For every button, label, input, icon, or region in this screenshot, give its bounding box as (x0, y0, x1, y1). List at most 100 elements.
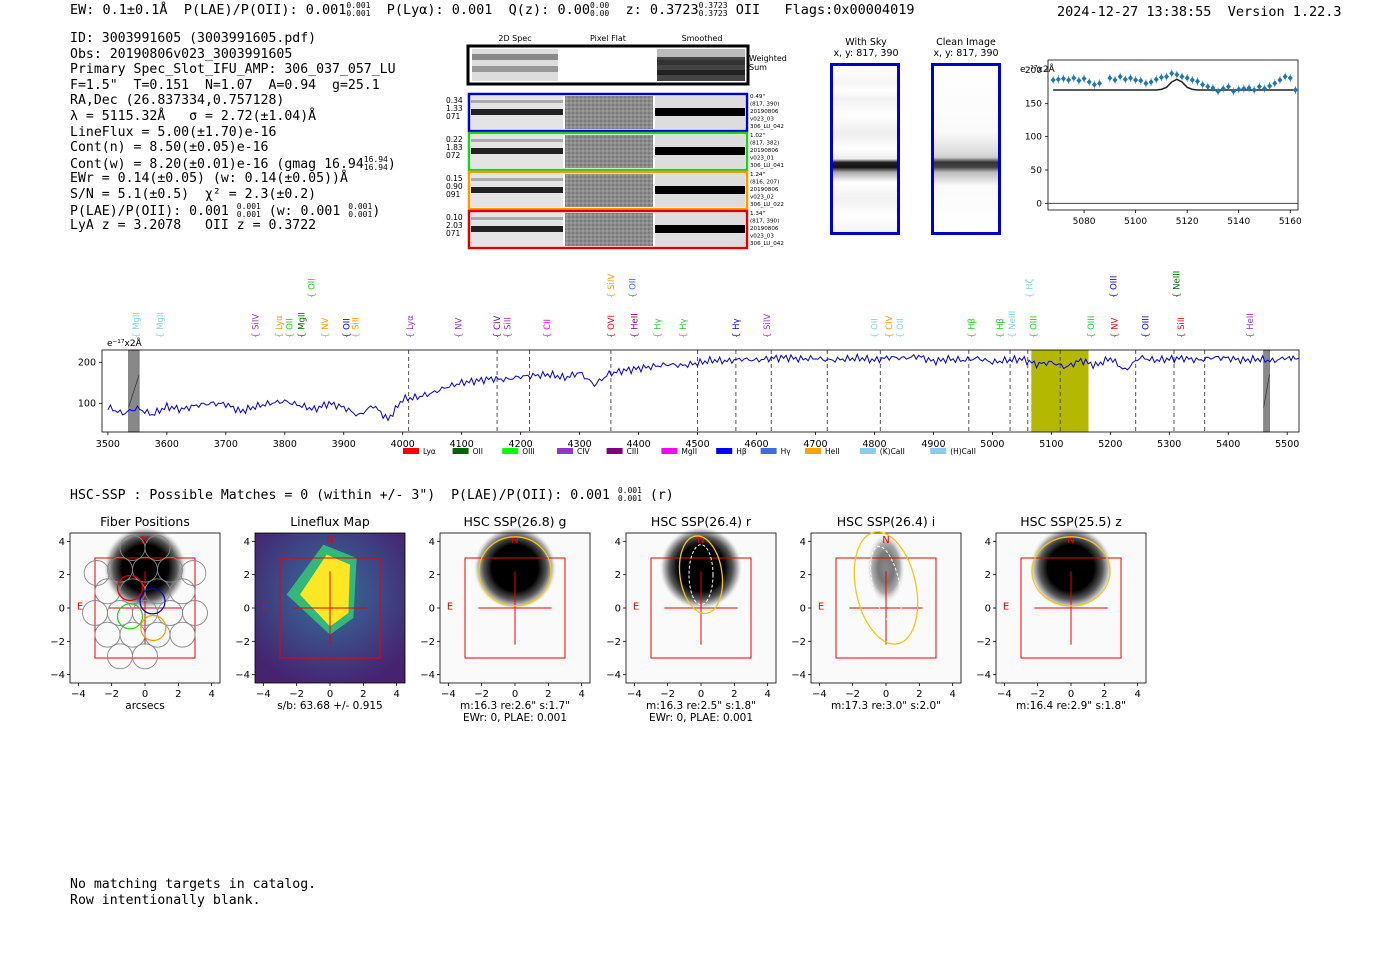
line-id-label: { NV (455, 318, 465, 338)
full-spec-xtick-label: 5000 (980, 439, 1004, 450)
hsc-xtick-label: −4 (441, 689, 456, 700)
line-fit-point (1112, 77, 1118, 83)
hsc-ytick-label: 0 (800, 604, 806, 615)
line-id-text: { OII (896, 318, 906, 338)
info-plae: P(LAE)/P(OII): 0.001 0.001 0.001 (w: 0.00… (70, 202, 396, 219)
line-fit-point (1184, 75, 1190, 81)
fiber-circle-highlight (116, 574, 144, 602)
line-id-label: { NeIII (1172, 271, 1182, 298)
hsc-xtick-label: 4 (764, 689, 770, 700)
hsc-panel-title: HSC SSP(26.8) g (464, 514, 567, 529)
line-fit-point (1133, 77, 1139, 83)
line-id-text: { OII (307, 278, 317, 298)
fiber-circle (157, 556, 183, 583)
line-id-text: { NV (1110, 318, 1120, 338)
line-id-text: { OIII (1142, 316, 1152, 338)
line-fit-point (1174, 71, 1180, 78)
line-fit-point (1169, 70, 1175, 77)
fiber-circle (180, 560, 207, 586)
legend-swatch (760, 448, 777, 454)
info-plae-text: P(LAE)/P(OII): 0.001 (70, 203, 229, 219)
hsc-ytick-label: 2 (244, 570, 250, 581)
hsc-xtick-label: 2 (175, 689, 181, 700)
cutout-2dspec-sky (471, 100, 563, 103)
info-lambda: λ = 5115.32Å σ = 2.72(±1.04)Å (70, 108, 317, 124)
legend-item: CIV (557, 447, 590, 456)
hsc-xtick-label: −2 (660, 689, 675, 700)
hsc-ytick-label: −2 (791, 637, 806, 648)
header-z-sup: 0.3723 (698, 1, 728, 10)
legend-label: Lyα (423, 447, 436, 456)
info-lya-z: LyA z = 3.2078 OII z = 0.3722 (70, 218, 317, 234)
cutout-left-label: 071 (446, 112, 461, 121)
cutout-2dspec-trace (471, 226, 563, 232)
header-plya: P(Lyα): 0.001 (386, 2, 493, 18)
full-spec-ylabel: e⁻¹⁷x2Å (107, 337, 143, 349)
line-id-text: { OII (629, 278, 639, 298)
line-id-label: { MgII (132, 312, 142, 338)
hsc-ytick-label: 4 (59, 537, 65, 548)
hsc-xtick-label: −2 (474, 689, 489, 700)
cutout-2dspec-sky (471, 139, 563, 142)
cutout-left-label: 0.34 (446, 96, 463, 105)
line-id-label: { SiII (504, 317, 514, 338)
header-datetime: 2024-12-27 13:38:55 (1057, 4, 1212, 20)
line-id-text: { OII (870, 318, 880, 338)
line-id-label: { SiIV (607, 274, 617, 298)
source-ellipse-inner (870, 545, 902, 624)
header-z: z: 0.3723 (625, 2, 699, 18)
hsc-ytick-label: 4 (615, 537, 621, 548)
hsc-ytick-label: −2 (606, 637, 621, 648)
fiber-circle-highlight (116, 603, 144, 630)
line-id-label: { OII (307, 278, 317, 298)
full-spec-xtick-label: 4800 (862, 439, 886, 450)
fiber-circle (132, 643, 158, 670)
source-ellipse (1031, 536, 1111, 607)
cutout-right-label: 20190806 (750, 109, 779, 115)
line-id-label: { Hβ (996, 318, 1006, 338)
legend-swatch (452, 448, 469, 454)
line-id-label: { NeIII (1008, 311, 1018, 338)
line-fit-xtick-label: 5120 (1176, 217, 1199, 227)
line-fit-point (1272, 80, 1278, 87)
line-fit-ticks: 0 50 100 150 200 5080 5100 5120 5140 5160 (1025, 66, 1302, 227)
line-id-label: { OII (870, 318, 880, 338)
line-fit-point (1153, 76, 1159, 83)
north-label: N (141, 535, 148, 546)
cutout-right-label: 306_LU_042 (750, 241, 784, 247)
hsc-xtick-label: 4 (578, 689, 584, 700)
cutout-right-label: 1.24" (750, 172, 765, 178)
cutout-2dspec-sky (471, 217, 563, 220)
hsc-title-text: HSC-SSP : Possible Matches = 0 (within +… (70, 488, 610, 503)
line-id-label: { Lyα (275, 315, 285, 338)
with-sky-xy: x, y: 817, 390 (833, 48, 899, 59)
hsc-ytick-label: −4 (976, 670, 991, 681)
fiber-circle (182, 600, 208, 626)
hsc-panel: N E HSC SSP(26.8) g −4 −4 −2 −2 0 0 2 2 4 4 m:16.3 re… (420, 514, 591, 724)
hsc-ytick-label: −4 (420, 670, 435, 681)
line-fit-point (1205, 83, 1211, 90)
cutout-right-label: (817, 390) (750, 102, 779, 108)
info-contw-text: Cont(w) = 8.20(±0.01)e-16 (gmag 16.94 (70, 156, 364, 172)
line-id-label: { OII (286, 318, 296, 338)
hsc-ytick-label: 0 (244, 604, 250, 615)
line-id-label: { SiIV (251, 314, 261, 338)
cutout-2dspec-sky (471, 178, 563, 181)
hsc-xtick-label: 4 (208, 689, 214, 700)
full-spectrum-ticks: 3500 3600 3700 3800 3900 4000 4100 4200 4300 4400… (78, 357, 1299, 450)
hsc-xtick-label: −4 (997, 689, 1012, 700)
hsc-xtick-label: −4 (71, 689, 86, 700)
line-fit-point (1055, 76, 1061, 83)
clean-image (931, 63, 1001, 235)
line-fit-ytick-label: 0 (1036, 199, 1042, 209)
legend-label: OIII (522, 447, 535, 456)
legend-item: OII (452, 447, 483, 456)
info-obs: Obs: 20190806v023_3003991605 (70, 46, 293, 62)
header-plae-sup: 0.001 (346, 1, 371, 10)
full-spec-xtick-label: 3900 (332, 439, 356, 450)
legend-swatch (805, 448, 821, 454)
header-right: 2024-12-27 13:38:55 Version 1.22.3 (1057, 4, 1342, 20)
header-flags: Flags:0x00004019 (784, 2, 915, 18)
